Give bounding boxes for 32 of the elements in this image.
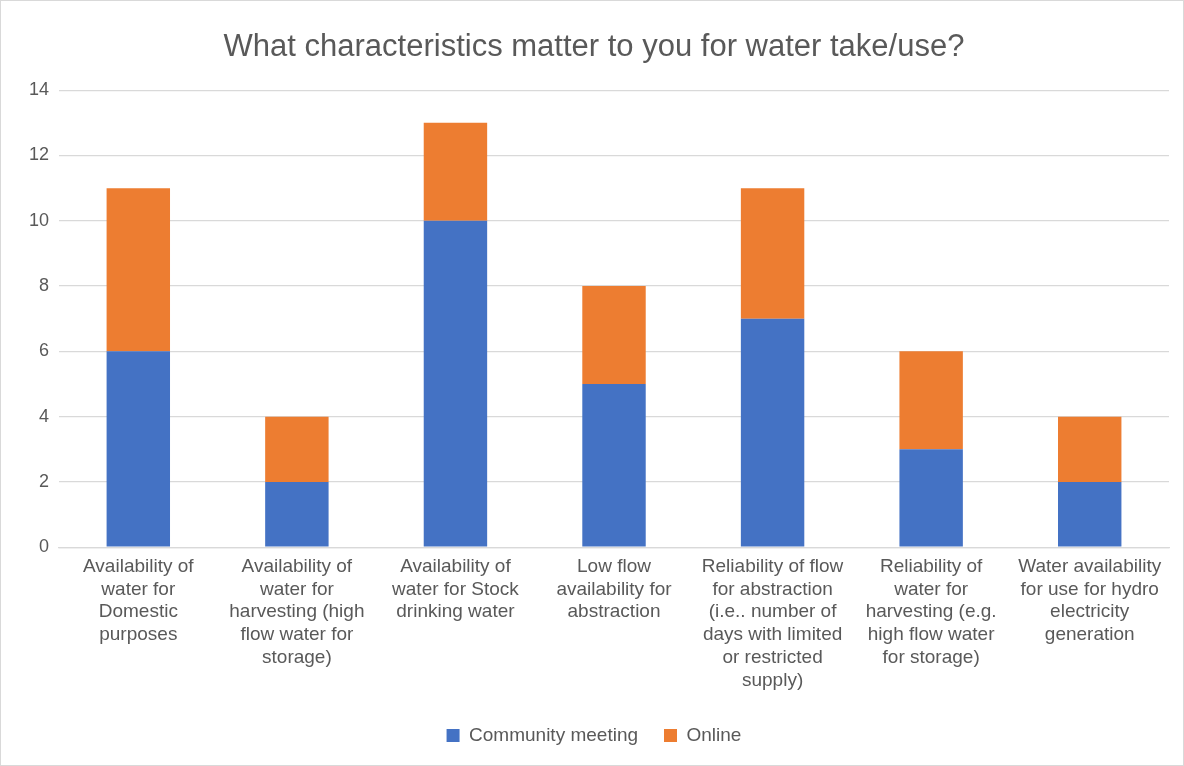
bar bbox=[899, 351, 963, 450]
y-tick-label: 12 bbox=[28, 144, 50, 165]
x-tick-label: Low flow availability for abstraction bbox=[556, 554, 673, 622]
bar bbox=[899, 449, 963, 547]
chart-title: What characteristics matter to you for water take/use? bbox=[223, 28, 965, 64]
bar bbox=[740, 188, 805, 319]
bar bbox=[265, 416, 329, 482]
legend-label: Community meeting bbox=[469, 723, 639, 745]
x-tick-label: Water availability for use for hydro electricity generation bbox=[1018, 554, 1162, 645]
bar bbox=[1058, 416, 1122, 482]
bar bbox=[740, 318, 805, 547]
bar bbox=[423, 220, 488, 547]
x-tick-label: Reliability of flow for abstraction (i.e.. number of days with limited or restricted supply) bbox=[701, 554, 844, 690]
y-tick-label: 10 bbox=[28, 209, 50, 230]
bar bbox=[423, 122, 488, 221]
bar bbox=[106, 351, 171, 547]
bar bbox=[1058, 481, 1122, 547]
bar bbox=[582, 383, 646, 547]
x-tick-label: Availability of water for Domestic purposes bbox=[83, 554, 195, 645]
x-tick-label: Reliability of water for harvesting (e.g. high flow water for storage) bbox=[865, 554, 997, 668]
y-tick-label: 14 bbox=[28, 79, 50, 100]
bar bbox=[106, 188, 171, 352]
x-tick-label: Availability of water for Stock drinking water bbox=[391, 554, 520, 622]
bar bbox=[265, 481, 329, 547]
y-tick-label: 6 bbox=[39, 340, 50, 361]
y-tick-label: 8 bbox=[39, 275, 50, 296]
x-tick-label: Availability of water for harvesting (high flow water for storage) bbox=[229, 554, 365, 668]
y-tick-label: 2 bbox=[39, 470, 50, 491]
y-tick-label: 0 bbox=[39, 536, 50, 557]
y-tick-label: 4 bbox=[39, 405, 50, 426]
bar bbox=[582, 286, 646, 384]
legend-label: Online bbox=[686, 723, 742, 745]
